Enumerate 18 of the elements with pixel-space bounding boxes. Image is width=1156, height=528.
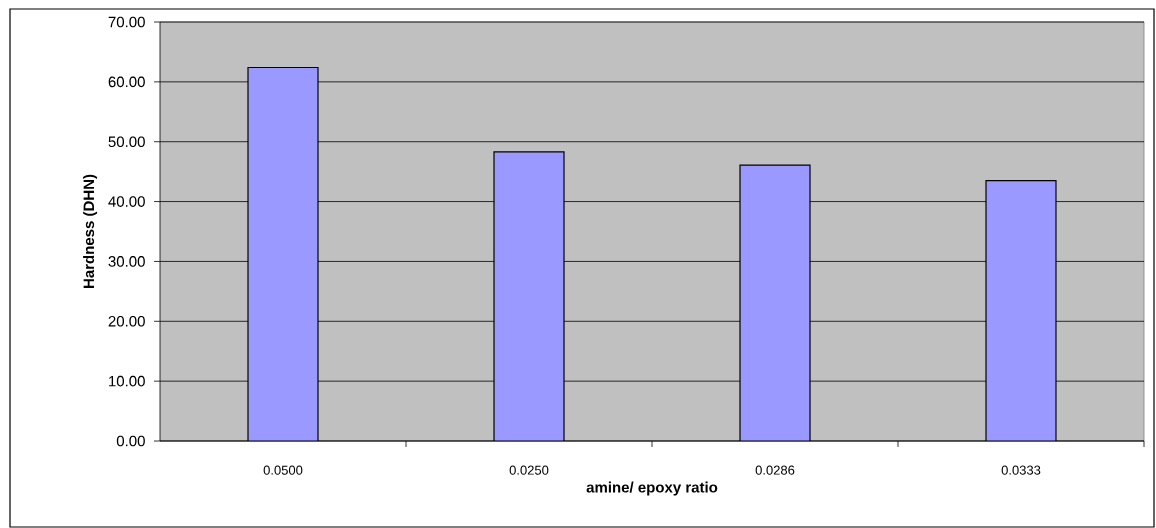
x-tick-label: 0.0500 — [263, 465, 303, 475]
y-tick-label: 50.00 — [108, 136, 145, 148]
x-tick-label: 0.0286 — [755, 465, 795, 475]
y-tick-label: 0.00 — [116, 435, 145, 447]
y-tick-label: 20.00 — [108, 315, 145, 327]
x-tick-label: 0.0250 — [509, 465, 549, 475]
y-tick-label: 10.00 — [109, 375, 145, 387]
y-tick-label: 60.00 — [108, 76, 145, 88]
y-tick-label: 40.00 — [108, 196, 145, 207]
bar — [985, 180, 1057, 441]
y-tick-label: 30.00 — [108, 256, 145, 267]
bar — [493, 151, 565, 441]
x-axis-title: amine/ epoxy ratio — [586, 481, 718, 496]
x-tick-label: 0.0333 — [1001, 465, 1041, 475]
y-axis-title: Hardness (DHN) — [83, 174, 98, 289]
y-tick-label: 70.00 — [108, 16, 145, 28]
bar — [739, 164, 811, 441]
bar — [247, 66, 319, 441]
